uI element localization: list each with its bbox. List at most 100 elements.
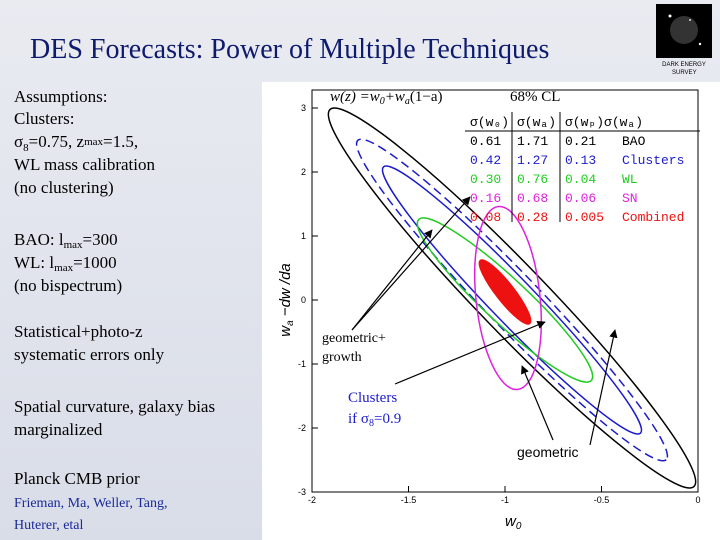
x-tick-label: -0.5	[594, 495, 610, 505]
text: a	[405, 96, 410, 107]
text-line: Spatial curvature, galaxy bias	[14, 397, 215, 416]
text: Frieman,	[14, 496, 64, 511]
plot-panel	[262, 82, 720, 540]
text: w(z) =w	[330, 89, 380, 105]
table-cell: 0.08	[470, 210, 501, 225]
table-cell: 0.13	[565, 153, 596, 168]
text-line: Planck CMB prior	[14, 469, 140, 488]
text: 8	[369, 418, 374, 429]
text-line: Assumptions:	[14, 87, 108, 106]
y-axis-label: wa −dw /da	[277, 263, 296, 337]
text: −dw /da	[277, 263, 294, 320]
arrow	[521, 365, 554, 441]
ellipse	[474, 205, 542, 391]
y-tick-label: 2	[301, 167, 306, 177]
text: =0.75, z	[29, 132, 85, 151]
text: WL: l	[14, 253, 54, 272]
model-label: w(z) =w0+wa(1−a)	[330, 89, 442, 107]
text-line: Clusters:	[14, 109, 74, 128]
text: a	[285, 320, 296, 326]
arrows	[351, 196, 618, 446]
table-label: Clusters	[622, 153, 684, 168]
text-line: (no clustering)	[14, 178, 114, 197]
plot: w(z) =w0+wa(1−a) 68% CL w0 wa −dw /da ge…	[277, 89, 701, 532]
text-line: (no bispectrum)	[14, 276, 122, 295]
table-cell: 0.76	[517, 172, 548, 187]
text: =300	[83, 230, 118, 249]
table-cell: 0.005	[565, 210, 604, 225]
text: =0.9	[374, 411, 401, 427]
x-tick-label: 0	[695, 495, 700, 505]
x-tick-label: -2	[308, 495, 316, 505]
table-label: WL	[622, 172, 638, 187]
y-tick-label: -1	[298, 359, 306, 369]
table-label: SN	[622, 191, 638, 206]
text-line: Statistical+photo-z	[14, 322, 143, 341]
table-label: Combined	[622, 210, 684, 225]
text: =1000	[73, 253, 117, 272]
arrow	[589, 329, 618, 446]
table-cell: 0.68	[517, 191, 548, 206]
text: 0	[380, 96, 385, 107]
text: 0	[516, 521, 522, 532]
logo: DARK ENERGY SURVEY	[656, 4, 712, 76]
annotation: geometric+	[322, 331, 386, 346]
text: w	[505, 513, 517, 530]
table-header: σ(wₐ)	[517, 115, 556, 130]
table-header: σ(w₀)	[470, 115, 509, 130]
table-cell: 0.30	[470, 172, 501, 187]
text-line: BAO: lmax=300	[14, 230, 118, 251]
arrow	[351, 196, 471, 331]
text: 8	[23, 142, 29, 154]
text: Ma, Weller, Tang,	[64, 496, 167, 511]
text-line: WL: lmax=1000	[14, 253, 117, 274]
text-line: systematic errors only	[14, 345, 165, 364]
annotation: if σ8=0.9	[348, 411, 401, 429]
text: if σ	[348, 411, 369, 427]
text: BAO: l	[14, 230, 64, 249]
y-tick-label: -3	[298, 487, 306, 497]
logo-text: DARK ENERGY	[662, 62, 706, 68]
table-label: BAO	[622, 134, 646, 149]
table-cell: 0.04	[565, 172, 596, 187]
cl-label: 68% CL	[510, 89, 560, 105]
ellipse	[416, 217, 594, 383]
table-cell: 0.06	[565, 191, 596, 206]
table-cell: 0.16	[470, 191, 501, 206]
arrow	[351, 229, 433, 331]
table-cell: 0.61	[470, 134, 501, 149]
text: σ	[14, 132, 23, 151]
logo-text: SURVEY	[672, 70, 697, 76]
text: w	[277, 325, 294, 337]
y-tick-label: 3	[301, 103, 306, 113]
y-tick-label: 0	[301, 295, 306, 305]
annotation: growth	[322, 350, 362, 365]
assumptions: Assumptions: Clusters: σ8=0.75, zmax=1.5…	[14, 87, 215, 533]
ellipse	[478, 259, 532, 325]
x-tick-label: -1	[501, 495, 509, 505]
text-line: WL mass calibration	[14, 155, 155, 174]
annotation: Clusters	[348, 390, 397, 406]
table-header: σ(wₚ)σ(wₐ)	[565, 115, 643, 130]
x-axis-label: w0	[505, 513, 522, 532]
annotation: geometric	[517, 444, 578, 460]
text-line: marginalized	[14, 420, 103, 439]
text: =1.5,	[103, 132, 138, 151]
y-tick-label: -2	[298, 423, 306, 433]
table-cell: 0.42	[470, 153, 501, 168]
text: max	[54, 262, 73, 274]
y-tick-label: 1	[301, 231, 306, 241]
table-cell: 0.21	[565, 134, 596, 149]
x-tick-label: -1.5	[401, 495, 417, 505]
table-cell: 1.71	[517, 134, 548, 149]
ellipse	[381, 165, 643, 435]
text-line: Frieman, Ma, Weller, Tang,	[14, 496, 168, 511]
title: DES Forecasts: Power of Multiple Techniq…	[30, 34, 549, 65]
text: +w	[385, 89, 405, 105]
table-cell: 0.28	[517, 210, 548, 225]
text-line: σ8=0.75, zmax=1.5,	[14, 132, 138, 154]
text: max	[64, 239, 83, 251]
contours	[327, 107, 697, 489]
text-line: Huterer, etal	[14, 518, 84, 533]
